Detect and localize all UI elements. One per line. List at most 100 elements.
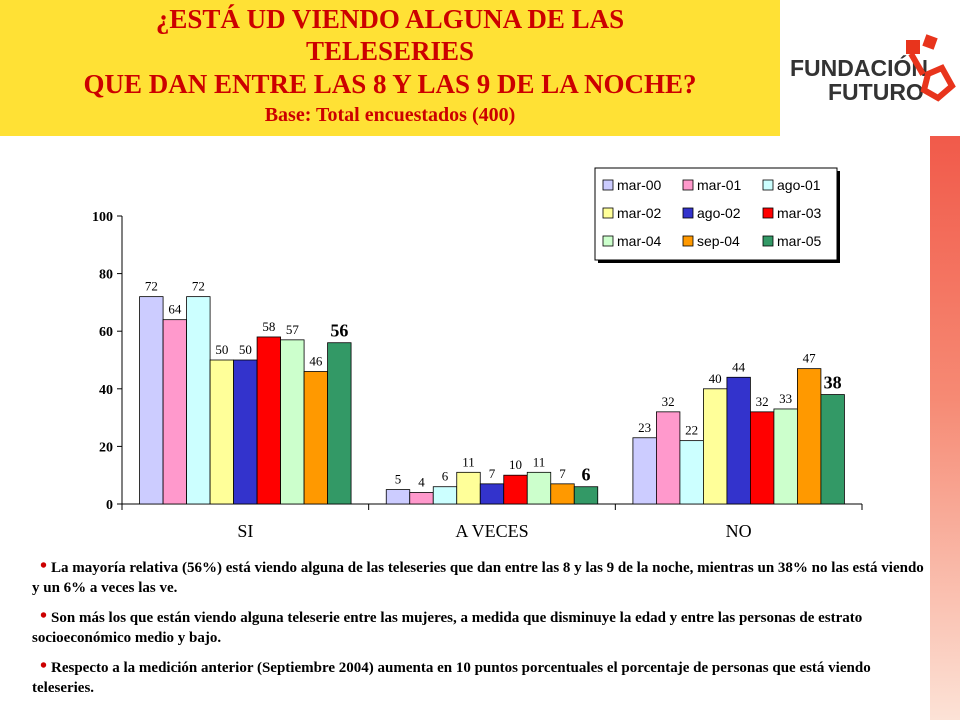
data-label: 58 (262, 319, 275, 334)
y-tick-label: 20 (99, 440, 113, 455)
legend-box (594, 167, 838, 261)
bar-mar-03-NO (750, 411, 775, 505)
data-label: 4 (418, 474, 425, 489)
y-tick-label: 60 (99, 325, 113, 340)
legend-label: mar-03 (777, 205, 822, 221)
base-subtitle: Base: Total encuestados (400) (264, 104, 516, 126)
legend-swatch (762, 235, 774, 247)
bar-mar-05-NO (820, 394, 845, 505)
legend-label: mar-01 (697, 177, 742, 193)
legend-label: mar-04 (617, 233, 662, 249)
bar-mar-04-NO (773, 408, 798, 505)
x-tick-label: A VECES (455, 521, 528, 541)
logo-text-1: FUNDACIÓN (790, 54, 928, 81)
data-label: 72 (192, 279, 205, 294)
data-label: 50 (239, 342, 252, 357)
bar-mar-03-SI (256, 336, 281, 505)
y-tick-label: 40 (99, 383, 113, 398)
bar-mar-02-A VECES (456, 471, 481, 505)
bar-mar-05-A VECES (573, 486, 599, 505)
data-label: 22 (685, 423, 698, 438)
data-label: 33 (779, 391, 792, 406)
bar-mar-01-A VECES (409, 492, 434, 505)
note-text: Respecto a la medición anterior (Septiem… (32, 660, 871, 696)
title-line-3: QUE DAN ENTRE LAS 8 Y LAS 9 DE LA NOCHE? (83, 69, 697, 99)
bar-mar-00-NO (632, 437, 657, 505)
legend-swatch (602, 235, 614, 247)
data-label: 6 (582, 465, 591, 485)
decorative-side-stripe (930, 136, 960, 720)
bar-mar-03-A VECES (503, 474, 528, 505)
note-item-3: • Respecto a la medición anterior (Septie… (32, 656, 932, 698)
bar-mar-01-NO (656, 411, 681, 505)
title-line-1: ¿ESTÁ UD VIENDO ALGUNA DE LAS (155, 4, 625, 34)
bar-ago-01-NO (679, 440, 704, 505)
legend-label: mar-02 (617, 205, 662, 221)
data-label: 32 (662, 394, 675, 409)
x-tick-label: NO (726, 521, 752, 541)
legend-swatch (602, 207, 614, 219)
bar-mar-00-A VECES (385, 489, 411, 505)
bar-ago-02-NO (726, 376, 751, 505)
note-text: La mayoría relativa (56%) está viendo al… (32, 560, 924, 596)
bullet-icon: • (40, 555, 48, 577)
note-text: Son más los que están viendo alguna tele… (32, 610, 863, 646)
data-label: 47 (803, 351, 817, 366)
bullet-icon: • (40, 655, 48, 677)
legend-label: sep-04 (697, 233, 740, 249)
data-label: 57 (286, 322, 300, 337)
legend-swatch (682, 207, 694, 219)
data-label: 11 (533, 454, 546, 469)
note-item-1: • La mayoría relativa (56%) está viendo a… (32, 556, 932, 598)
legend-label: ago-01 (777, 177, 821, 193)
data-label: 32 (756, 394, 769, 409)
data-label: 50 (215, 342, 228, 357)
legend-label: mar-00 (617, 177, 662, 193)
fundacion-futuro-logo: FUNDACIÓN FUTURO (790, 34, 956, 105)
bar-sep-04-SI (303, 371, 328, 505)
data-label: 5 (395, 472, 402, 487)
y-tick-label: 80 (99, 268, 113, 283)
title-banner: ¿ESTÁ UD VIENDO ALGUNA DE LAS TELESERIES… (0, 0, 780, 136)
x-tick-label: SI (237, 521, 253, 541)
data-label: 38 (824, 373, 842, 393)
bar-mar-04-A VECES (526, 471, 552, 505)
bar-ago-01-SI (186, 296, 211, 505)
bar-sep-04-A VECES (550, 483, 575, 505)
bar-ago-02-SI (233, 359, 258, 505)
data-label: 56 (330, 321, 348, 341)
bar-mar-01-SI (162, 319, 187, 505)
chart-legend: mar-00 mar-01 ago-01 mar-02 ago-02 mar-03 mar-… (594, 167, 840, 263)
bullet-icon: • (40, 605, 48, 627)
chart-bars (139, 296, 845, 505)
bar-mar-02-SI (209, 359, 234, 505)
data-label: 11 (462, 454, 475, 469)
legend-label: ago-02 (697, 205, 741, 221)
data-label: 40 (709, 371, 722, 386)
logo-text-2: FUTURO (828, 79, 924, 105)
bar-sep-04-NO (797, 368, 822, 505)
bar-mar-00-SI (139, 296, 164, 505)
legend-swatch (762, 207, 774, 219)
data-label: 64 (168, 302, 182, 317)
bar-ago-01-A VECES (432, 486, 458, 505)
bar-ago-02-A VECES (479, 483, 505, 505)
y-tick-label: 0 (106, 498, 113, 513)
data-label: 23 (638, 420, 651, 435)
data-label: 10 (509, 457, 522, 472)
note-item-2: • Son más los que están viendo alguna tel… (32, 606, 932, 648)
data-label: 72 (145, 279, 158, 294)
chart-data-labels: 72 5 23 64 4 32 72 6 22 50 11 40 50 7 44 58 10 32 57 11 33 46… (145, 279, 842, 490)
title-line-2: TELESERIES (305, 36, 475, 66)
data-label: 44 (732, 359, 746, 374)
bar-mar-02-NO (703, 388, 728, 505)
chart-axes: 0 20 40 60 80 100 SI A VECES NO (92, 210, 863, 541)
key-icon (906, 34, 956, 102)
legend-swatch (682, 235, 694, 247)
legend-swatch (682, 179, 694, 191)
data-label: 7 (559, 466, 566, 481)
legend-swatch (762, 179, 774, 191)
data-label: 7 (489, 466, 496, 481)
legend-label: mar-05 (777, 233, 822, 249)
